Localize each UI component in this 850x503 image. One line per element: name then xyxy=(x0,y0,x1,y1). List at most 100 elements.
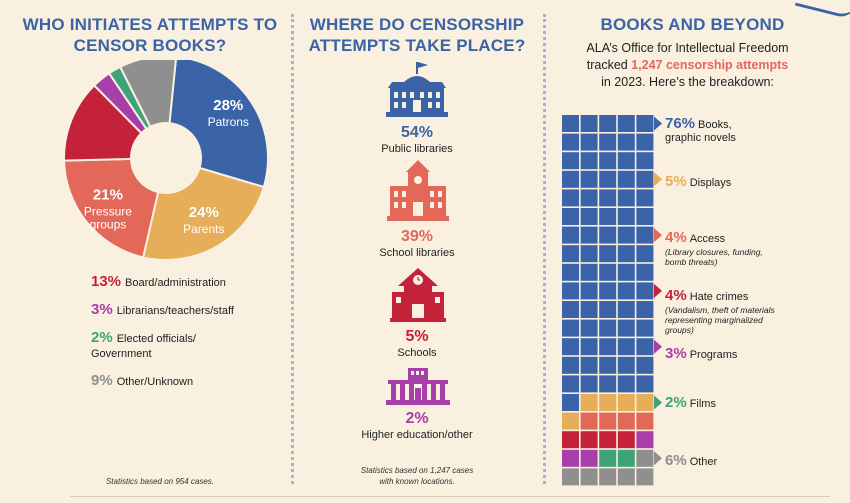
waffle-cell xyxy=(580,449,598,467)
waffle-pointer xyxy=(654,451,662,466)
intro-highlight: 1,247 censorship attempts xyxy=(631,58,789,72)
legend-pct: 13% xyxy=(91,273,122,290)
university-icon xyxy=(386,368,450,405)
location-public-libraries: 54% Public libraries xyxy=(292,124,542,156)
locations-footnote-line2: with known locations. xyxy=(379,477,455,486)
waffle-cell xyxy=(636,319,654,337)
legend-item-other: 9% Other/Unknown xyxy=(91,373,193,390)
waffle-cell xyxy=(580,133,598,151)
waffle-cell xyxy=(636,133,654,151)
waffle-cell xyxy=(617,394,635,411)
waffle-cell xyxy=(599,375,617,393)
waffle-cell xyxy=(562,226,579,244)
breakdown-sub: (Library closures, funding, bomb threats… xyxy=(665,247,763,267)
waffle-cell xyxy=(636,189,654,207)
breakdown-books: 76% Books, graphic novels xyxy=(665,116,736,145)
waffle-cell xyxy=(580,356,598,374)
location-label: Public libraries xyxy=(381,143,453,155)
bottom-rule xyxy=(70,496,830,497)
waffle-cell xyxy=(562,431,579,449)
waffle-cell xyxy=(562,263,579,281)
locations-heading-text: WHERE DO CENSORSHIP ATTEMPTS TAKE PLACE? xyxy=(308,15,526,55)
breakdown-label: Displays xyxy=(689,177,732,189)
location-school-libraries: 39% School libraries xyxy=(292,228,542,260)
waffle-cell xyxy=(636,282,654,300)
waffle-cell xyxy=(562,245,579,263)
locations-footnote: Statistics based on 1,247 cases with kno… xyxy=(312,465,522,487)
waffle-pointer xyxy=(654,339,662,354)
pie-slice-name-label: groups xyxy=(90,217,127,231)
waffle-cell xyxy=(580,189,598,207)
waffle-cell xyxy=(562,152,579,170)
waffle-cell xyxy=(599,356,617,374)
waffle-cell xyxy=(617,356,635,374)
legend-pct: 2% xyxy=(91,329,113,346)
waffle-cell xyxy=(617,170,635,188)
waffle-cell xyxy=(580,338,598,356)
waffle-cell xyxy=(580,115,598,132)
legend-label: Librarians/teachers/staff xyxy=(116,305,234,317)
waffle-cell xyxy=(617,375,635,393)
legend-item-board: 13% Board/administration xyxy=(91,274,226,291)
waffle-cell xyxy=(599,412,617,430)
column-divider xyxy=(291,14,294,484)
waffle-cell xyxy=(636,208,654,225)
waffle-cell xyxy=(636,152,654,170)
legend-label-line2: Government xyxy=(91,348,152,360)
intro-line3: in 2023. Here’s the breakdown: xyxy=(601,75,774,89)
legend-label: Other/Unknown xyxy=(116,376,194,388)
waffle-pointer xyxy=(654,283,662,298)
pie-slice-pct-label: 24% xyxy=(189,204,219,221)
location-pct: 39% xyxy=(400,228,434,245)
location-schools: 5% Schools xyxy=(292,328,542,360)
school-library-icon xyxy=(387,160,449,221)
books-panel: BOOKS AND BEYOND ALA’s Office for Intell… xyxy=(545,0,850,503)
waffle-cell xyxy=(562,338,579,356)
waffle-cell xyxy=(580,412,598,430)
breakdown-pct: 6% xyxy=(665,452,687,469)
waffle-cell xyxy=(580,394,598,411)
waffle-cell xyxy=(562,282,579,300)
waffle-cell xyxy=(599,152,617,170)
waffle-cell xyxy=(599,245,617,263)
pie-slice-pct-label: 21% xyxy=(93,186,123,203)
waffle-cell xyxy=(562,115,579,132)
waffle-cell xyxy=(636,394,654,411)
waffle-cell xyxy=(562,133,579,151)
waffle-cell xyxy=(636,301,654,318)
breakdown-pct: 4% xyxy=(665,229,687,246)
school-icon xyxy=(390,268,446,322)
pie-center-hole xyxy=(130,122,202,194)
waffle-cell xyxy=(599,115,617,132)
locations-footnote-line1: Statistics based on 1,247 cases xyxy=(360,466,474,475)
legend-label: Elected officials/ xyxy=(116,333,196,345)
waffle-cell xyxy=(580,375,598,393)
waffle-pointer xyxy=(654,395,662,410)
breakdown-label: Films xyxy=(689,398,716,410)
initiators-heading: WHO INITIATES ATTEMPTS TO CENSOR BOOKS? xyxy=(20,14,280,56)
waffle-cell xyxy=(580,152,598,170)
breakdown-label: Other xyxy=(689,456,718,468)
breakdown-pct: 4% xyxy=(665,287,687,304)
waffle-cell xyxy=(580,226,598,244)
waffle-cell xyxy=(636,412,654,430)
intro-line2a: tracked xyxy=(586,58,632,72)
waffle-cell xyxy=(562,412,579,430)
waffle-cell xyxy=(599,449,617,467)
location-pct: 54% xyxy=(400,124,434,141)
location-pct: 2% xyxy=(405,410,429,427)
column-divider xyxy=(543,14,546,484)
pie-slice-name-label: Parents xyxy=(183,222,224,236)
waffle-cell xyxy=(580,468,598,486)
legend-pct: 9% xyxy=(91,372,113,389)
breakdown-hate-crimes: 4% Hate crimes (Vandalism, theft of mater… xyxy=(665,287,790,335)
waffle-cell xyxy=(562,208,579,225)
waffle-cell xyxy=(599,189,617,207)
waffle-cell xyxy=(617,431,635,449)
waffle-cell xyxy=(599,301,617,318)
waffle-cell xyxy=(562,319,579,337)
waffle-cell xyxy=(617,245,635,263)
legend-item-librarians: 3% Librarians/teachers/staff xyxy=(91,302,234,319)
breakdown-displays: 5% Displays xyxy=(665,174,732,190)
waffle-cell xyxy=(599,208,617,225)
